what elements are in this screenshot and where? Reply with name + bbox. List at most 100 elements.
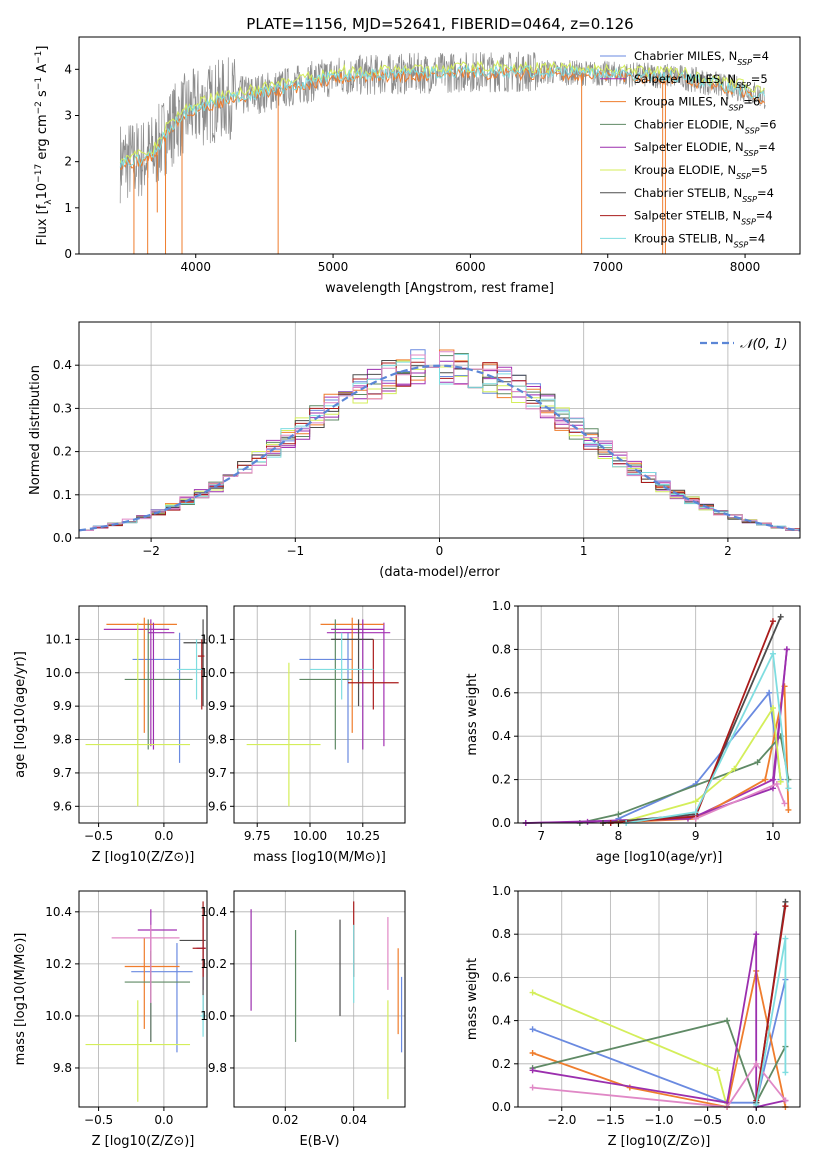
y-tick-label: 9.9 bbox=[53, 699, 72, 713]
y-tick-label: 9.9 bbox=[208, 699, 227, 713]
y-axis-label: Flux [fλ10−17 erg cm−2 s−1 A−1] bbox=[34, 46, 54, 246]
x-axis-label: (data-model)/error bbox=[379, 565, 500, 580]
weight-series-line bbox=[755, 938, 787, 1105]
legend-label: Kroupa ELODIE, NSSP=5 bbox=[634, 163, 768, 181]
y-tick-label: 2 bbox=[64, 155, 72, 169]
weight-marker bbox=[782, 935, 789, 942]
weight-marker bbox=[785, 806, 792, 813]
weight-marker bbox=[769, 704, 776, 711]
y-tick-label: 0.1 bbox=[53, 488, 72, 502]
x-tick-label: 8 bbox=[615, 829, 623, 843]
x-axis-label: E(B-V) bbox=[299, 1134, 339, 1149]
weight-series-line bbox=[602, 616, 782, 824]
axes-frame bbox=[233, 890, 406, 1108]
age_vs_mass-panel: 9.75 10.00 10.25 9.6 9.7 9.8 9.9 10.0 10.1 mass [… bbox=[200, 605, 406, 865]
normal-curve bbox=[78, 364, 801, 532]
y-tick-label: 9.8 bbox=[208, 733, 227, 747]
y-tick-label: 0.8 bbox=[492, 642, 511, 656]
x-tick-label: 1 bbox=[580, 544, 588, 558]
y-tick-label: 0 bbox=[64, 247, 72, 261]
y-tick-label: 9.6 bbox=[53, 799, 72, 813]
y-tick-label: 10.0 bbox=[200, 1009, 227, 1023]
weight-series-line bbox=[755, 905, 787, 1101]
legend-label: Chabrier ELODIE, NSSP=6 bbox=[634, 117, 776, 135]
legend-label: Salpeter MILES, NSSP=5 bbox=[634, 72, 768, 90]
weight-marker bbox=[692, 815, 699, 822]
y-tick-label: 1 bbox=[64, 201, 72, 215]
y-tick-label: 9.7 bbox=[208, 766, 227, 780]
y-tick-label: 1.0 bbox=[492, 884, 511, 898]
x-tick-label: 2 bbox=[724, 544, 732, 558]
x-tick-label: −1 bbox=[286, 544, 304, 558]
y-tick-label: 0.6 bbox=[492, 686, 511, 700]
weight-marker bbox=[773, 780, 780, 787]
y-tick-label: 10.1 bbox=[200, 632, 227, 646]
x-axis-label: Z [log10(Z/Z⊙)] bbox=[92, 850, 195, 865]
weight-marker bbox=[782, 903, 789, 910]
weight-marker bbox=[529, 989, 536, 996]
y-axis-label: mass [log10(M/M⊙)] bbox=[13, 933, 28, 1066]
legend-label: Kroupa STELIB, NSSP=4 bbox=[634, 231, 765, 249]
weight-marker bbox=[762, 776, 769, 783]
x-axis-label: Z [log10(Z/Z⊙)] bbox=[608, 1134, 711, 1149]
y-tick-label: 9.8 bbox=[208, 1061, 227, 1075]
spectrum-model-line bbox=[119, 59, 766, 164]
axes-frame bbox=[517, 605, 801, 824]
weight-marker bbox=[724, 1017, 731, 1024]
legend-label: Salpeter ELODIE, NSSP=4 bbox=[634, 140, 775, 158]
y-tick-label: 10.0 bbox=[45, 1009, 72, 1023]
x-tick-label: 0.0 bbox=[747, 1113, 766, 1127]
x-axis-label: mass [log10(M/M⊙)] bbox=[253, 850, 386, 865]
weight-marker bbox=[754, 759, 761, 766]
axes-frame bbox=[78, 890, 208, 1108]
y-axis-label: mass weight bbox=[465, 673, 480, 755]
weight-marker bbox=[777, 613, 784, 620]
weight-marker bbox=[714, 1067, 721, 1074]
x-tick-label: −2 bbox=[142, 544, 160, 558]
legend-label: Chabrier MILES, NSSP=4 bbox=[634, 49, 769, 67]
y-tick-label: 0.0 bbox=[492, 1100, 511, 1114]
weight-marker bbox=[769, 618, 776, 625]
legend-label: 𝒩(0, 1) bbox=[740, 337, 787, 352]
y-tick-label: 10.0 bbox=[45, 666, 72, 680]
weight-marker bbox=[753, 1060, 760, 1067]
x-tick-label: 0.02 bbox=[272, 1113, 299, 1127]
y-tick-label: 9.6 bbox=[208, 799, 227, 813]
y-tick-label: 0.2 bbox=[492, 773, 511, 787]
x-axis-label: age [log10(age/yr)] bbox=[596, 850, 723, 865]
x-axis-label: wavelength [Angstrom, rest frame] bbox=[325, 281, 554, 296]
y-tick-label: 10.4 bbox=[200, 905, 227, 919]
x-tick-label: 0.0 bbox=[154, 829, 173, 843]
y-tick-label: 10.1 bbox=[45, 632, 72, 646]
y-axis-label: mass weight bbox=[465, 958, 480, 1040]
y-tick-label: 0.0 bbox=[492, 816, 511, 830]
y-tick-label: 0.2 bbox=[492, 1057, 511, 1071]
y-tick-label: 0.4 bbox=[492, 1014, 511, 1028]
weight-series-line bbox=[626, 650, 790, 824]
mass_vs_Z-panel: −0.5 0.0 9.8 10.0 10.2 10.4 Z [log10(Z/Z⊙)] mas… bbox=[13, 890, 208, 1149]
x-tick-label: 0.0 bbox=[154, 1113, 173, 1127]
age_vs_Z-panel: −0.5 0.0 9.6 9.7 9.8 9.9 10.0 10.1 Z [log10(Z/Z⊙… bbox=[13, 605, 208, 865]
axes-frame bbox=[78, 605, 208, 824]
y-tick-label: 4 bbox=[64, 62, 72, 76]
figure-title: PLATE=1156, MJD=52641, FIBERID=0464, z=0… bbox=[246, 15, 633, 33]
weight_vs_age-panel: 7 8 9 10 0.0 0.2 0.4 0.6 0.8 1.0 age [log10(age/yr… bbox=[465, 599, 801, 865]
legend-label: Chabrier STELIB, NSSP=4 bbox=[634, 186, 774, 204]
histogram-series bbox=[79, 351, 800, 531]
weight-marker bbox=[781, 800, 788, 807]
weight-series-line bbox=[532, 1062, 787, 1108]
weight-marker bbox=[529, 1050, 536, 1056]
x-tick-label: 8000 bbox=[730, 260, 761, 274]
weight-marker bbox=[782, 1069, 789, 1076]
weight-marker bbox=[692, 798, 699, 805]
weight-marker bbox=[692, 809, 699, 816]
x-axis-label: Z [log10(Z/Z⊙)] bbox=[92, 1134, 195, 1149]
x-tick-label: 7 bbox=[537, 829, 545, 843]
y-tick-label: 3 bbox=[64, 108, 72, 122]
x-tick-label: 4000 bbox=[180, 260, 211, 274]
legend-label: Salpeter STELIB, NSSP=4 bbox=[634, 209, 773, 227]
x-tick-label: 0.04 bbox=[340, 1113, 367, 1127]
x-tick-label: 9.75 bbox=[244, 829, 271, 843]
weight-series-line bbox=[618, 690, 782, 820]
y-tick-label: 10.2 bbox=[200, 957, 227, 971]
